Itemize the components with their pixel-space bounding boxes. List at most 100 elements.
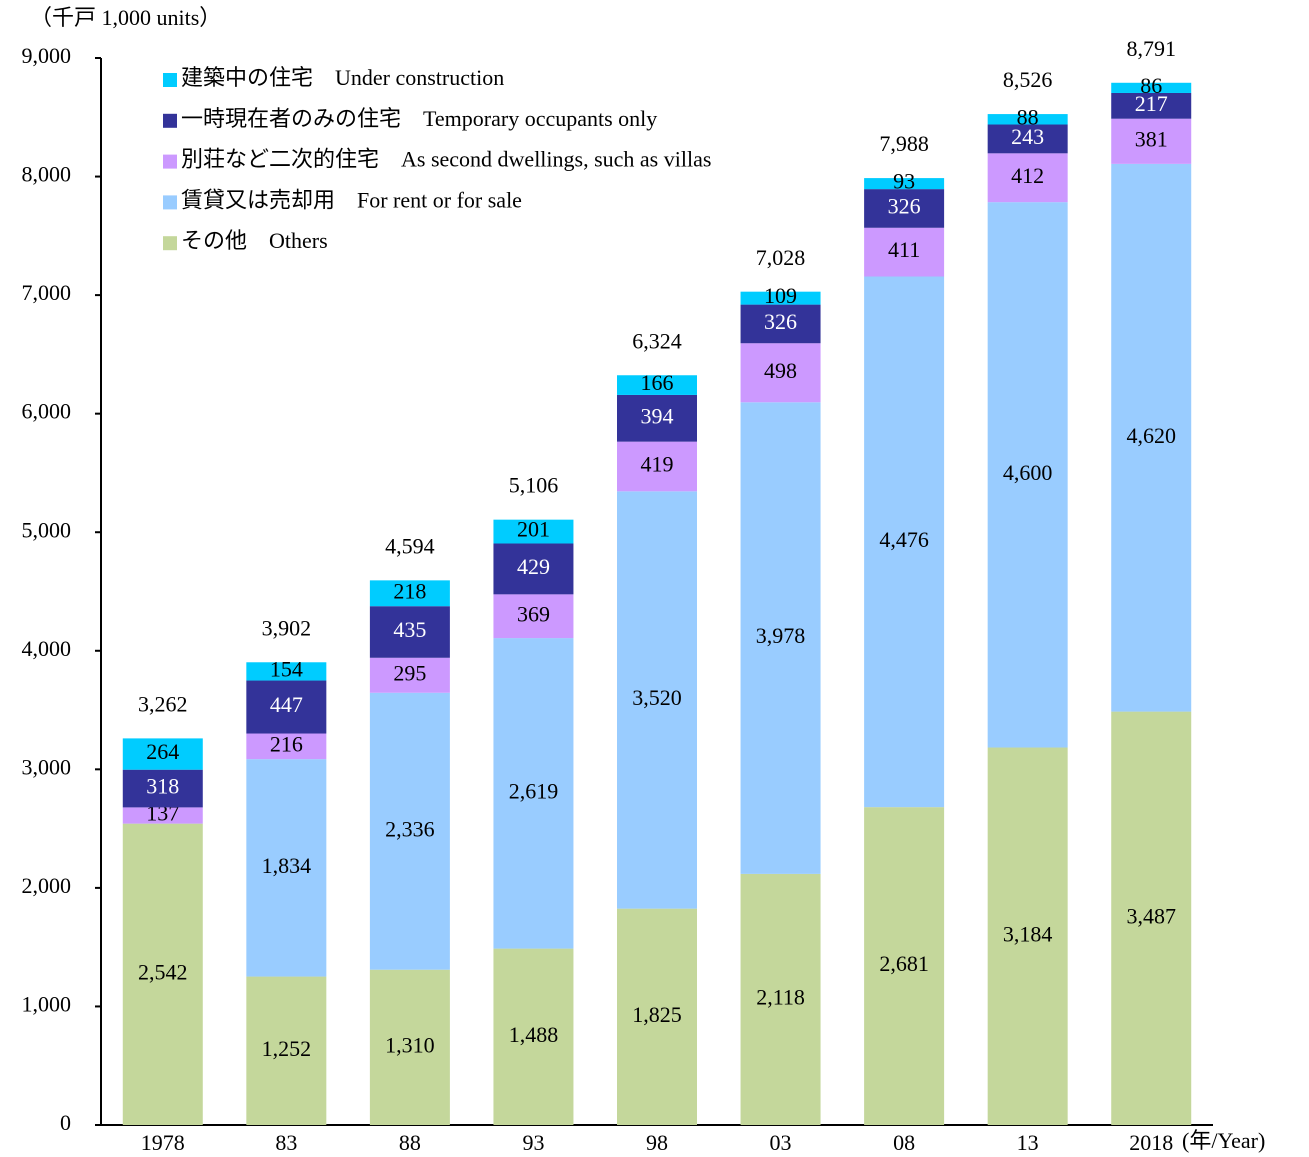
data-label: 1,252 [262,1036,312,1061]
data-label: 2,118 [756,984,805,1009]
bar-segment [617,491,697,909]
bar-segment [246,976,327,1125]
total-label: 5,106 [509,473,559,498]
y-tick-label: 7,000 [22,280,72,305]
bar-segment [740,291,821,305]
bar-segment [246,733,327,760]
data-label: 1,310 [385,1032,435,1057]
legend-swatch [163,73,177,87]
y-tick-label: 6,000 [22,399,72,424]
y-tick-label: 1,000 [22,991,72,1016]
x-tick-label: 13 [1017,1130,1039,1155]
bar-segment [246,680,327,734]
x-tick-label: 03 [770,1130,792,1155]
data-label: 264 [146,739,179,764]
data-label: 2,681 [879,951,929,976]
data-label: 447 [270,692,303,717]
total-label: 4,594 [385,533,435,558]
bar-segment [740,304,821,344]
data-label: 216 [270,731,303,756]
bar-segment [122,823,203,1125]
x-tick-label: 1978 [141,1130,185,1155]
total-label: 7,988 [879,131,929,156]
data-label: 394 [641,403,674,428]
legend-swatch [163,236,177,251]
bar-segment [369,606,450,658]
data-label: 381 [1135,126,1168,151]
data-label: 86 [1140,73,1162,98]
bar-segment [987,153,1068,203]
x-tick-label: 83 [275,1130,297,1155]
data-label: 326 [764,309,797,334]
y-tick-label: 0 [60,1110,71,1135]
bar-segment [987,202,1068,748]
data-label: 498 [764,358,797,383]
bar-segment [122,807,203,824]
bar-segment [617,394,697,442]
bar-segment [246,759,327,977]
y-tick-label: 4,000 [22,636,72,661]
data-label: 2,336 [385,816,435,841]
legend-label: 別荘など二次的住宅 As second dwellings, such as v… [181,147,711,172]
data-label: 166 [641,370,674,395]
legend-label: 建築中の住宅 Under construction [181,65,504,90]
y-tick-label: 8,000 [22,162,72,187]
total-label: 6,324 [632,328,682,353]
bar-segment [864,178,945,190]
bar-segment [987,747,1068,1125]
bar-segment [493,638,574,949]
bar-segment [864,227,945,277]
x-axis-label: (年/Year) [1182,1128,1265,1153]
y-tick-label: 9,000 [22,43,72,68]
data-label: 1,825 [632,1002,682,1027]
x-tick-label: 88 [399,1130,421,1155]
bar-segment [246,662,327,681]
data-label: 217 [1135,91,1168,116]
data-label: 4,620 [1126,423,1176,448]
total-label: 3,902 [262,615,312,640]
bar-segment [740,343,821,403]
bar-segment [369,969,450,1125]
y-tick-label: 3,000 [22,754,72,779]
bar-segment [1111,82,1192,93]
data-label: 3,487 [1126,903,1176,928]
bar-segment [493,594,574,639]
bar-segment [987,114,1068,125]
bar-segment [369,657,450,693]
data-label: 411 [888,237,920,262]
data-label: 3,978 [756,623,806,648]
data-label: 3,184 [1003,921,1053,946]
data-label: 4,600 [1003,460,1053,485]
data-label: 243 [1011,124,1044,149]
x-tick-label: 93 [522,1130,544,1155]
data-label: 88 [1017,104,1039,129]
legend-swatch [163,113,177,128]
data-label: 93 [893,169,915,194]
bar-segment [1111,118,1192,164]
data-label: 109 [764,283,797,308]
data-label: 201 [517,517,550,542]
bar-segment [740,873,821,1125]
legend-label: 賃貸又は売却用 For rent or for sale [181,187,522,212]
data-label: 295 [393,660,426,685]
legend-swatch [163,195,177,210]
data-label: 435 [393,617,426,642]
total-label: 8,791 [1126,36,1176,61]
total-label: 8,526 [1003,67,1053,92]
data-label: 419 [641,452,674,477]
data-label: 2,619 [509,778,559,803]
legend-swatch [163,154,177,169]
bar-segment [617,908,697,1125]
y-axis-label: （千戸 1,000 units） [30,5,221,30]
data-label: 218 [393,578,426,603]
bar-segment [122,738,203,770]
bar-segment [122,769,203,808]
data-label: 318 [146,774,179,799]
data-label: 4,476 [879,527,929,552]
bar-segment [1111,711,1192,1125]
bar-segment [864,807,945,1125]
y-tick-label: 2,000 [22,873,72,898]
bar-segment [1111,163,1192,712]
data-label: 1,488 [509,1022,559,1047]
